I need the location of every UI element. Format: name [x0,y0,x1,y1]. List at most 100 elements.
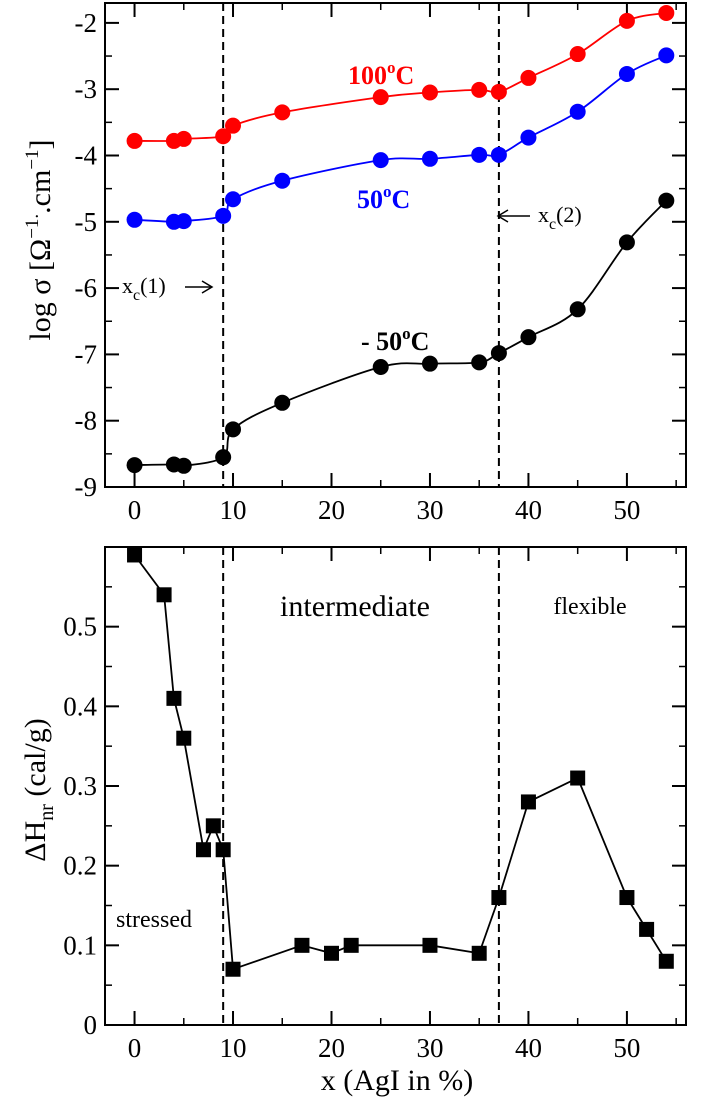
data-point [343,937,359,953]
data-point [176,730,192,746]
data-point [225,961,241,977]
data-point [619,890,635,906]
conductivity-panel: 0 10 20 30 40 50 -9 -8 -7 -6 -5 -4 -3 -2 log σ [Ω−1..… [22,2,687,525]
y-tick-label: 0.3 [63,771,97,801]
x-tick-label: 40 [515,495,542,525]
annotation-xc1: xc(1) [122,273,166,304]
annotation-xc2: xc(2) [538,202,582,233]
data-point [658,953,674,969]
arrow-left-icon [496,209,530,223]
data-point [658,4,675,21]
data-point [225,421,242,438]
bottom-axis-ticks: 0 10 20 30 40 50 0 0.1 0.2 0.3 0.4 0.5 [63,547,686,1063]
data-point [658,47,675,64]
y-tick-label: -9 [75,472,98,502]
x-tick-label: 40 [515,1033,542,1063]
data-point [658,192,675,209]
data-point [569,103,586,120]
data-point [372,358,389,375]
y-tick-label: 0.5 [63,612,97,642]
x-tick-label: 10 [220,1033,247,1063]
data-point [215,842,231,858]
y-tick-label: -8 [75,406,98,436]
data-point [520,329,537,346]
top-threshold-lines [222,3,500,487]
data-point [490,146,507,163]
x-tick-label: 30 [416,495,443,525]
y-tick-label: -3 [75,74,98,104]
data-point [126,457,143,474]
data-point [490,83,507,100]
data-point [471,146,488,163]
top-data-points [126,4,675,474]
region-label-flexible: flexible [553,594,626,620]
data-point [294,937,310,953]
x-tick-label: 10 [220,495,247,525]
y-tick-label: -4 [75,140,98,170]
data-point [225,117,242,134]
bottom-y-axis-title: ΔHnr (cal/g) [19,718,58,861]
x-tick-label: 20 [318,495,345,525]
data-point [421,84,438,101]
x-tick-label: 0 [128,1033,142,1063]
x-tick-label: 20 [318,1033,345,1063]
data-point [205,818,221,834]
data-point [215,128,232,145]
data-point [471,945,487,961]
data-point [520,129,537,146]
bottom-data-points [127,547,674,977]
data-point [215,207,232,224]
y-tick-label: 0 [84,1010,98,1040]
region-label-stressed: stressed [116,907,192,933]
y-tick-label: -2 [75,8,98,38]
data-point [618,65,635,82]
series-label-50C: 50oC [357,182,410,214]
top-plot-frame [104,2,687,488]
data-point [570,770,586,786]
data-point [372,152,389,169]
y-tick-label: 0.2 [63,851,97,881]
data-point [618,234,635,251]
data-point [618,12,635,29]
data-point [569,46,586,63]
y-tick-label: -7 [75,339,98,369]
data-point [421,150,438,167]
data-point [471,81,488,98]
data-point [520,69,537,86]
data-point [215,449,232,466]
data-point [372,89,389,106]
enthalpy-panel: 0 10 20 30 40 50 0 0.1 0.2 0.3 0.4 0.5 ΔHnr (cal/g)… [19,546,687,1097]
x-axis-title: x (AgI in %) [321,1064,473,1097]
data-point [639,921,655,937]
data-point [421,355,438,372]
data-point [126,132,143,149]
y-tick-label: 0.1 [63,930,97,960]
y-tick-label: -6 [75,273,98,303]
x-tick-label: 50 [613,1033,640,1063]
data-point [274,104,291,121]
series-label-minus50C: - 50oC [361,324,429,356]
bottom-threshold-lines [222,547,500,1025]
y-tick-label: -5 [75,207,98,237]
data-point [175,457,192,474]
top-y-axis-title: log σ [Ω−1..cm−1] [22,139,57,340]
data-point [175,213,192,230]
data-point [422,937,438,953]
x-tick-label: 50 [613,495,640,525]
x-tick-label: 0 [128,495,142,525]
data-point [491,890,507,906]
data-point [195,842,211,858]
data-point [126,211,143,228]
data-point [127,547,143,563]
data-point [323,945,339,961]
data-point [569,301,586,318]
data-point [490,345,507,362]
series-label-100C: 100oC [348,58,414,90]
data-point [274,172,291,189]
data-point [175,130,192,147]
data-point [471,354,488,371]
top-axis-ticks: 0 10 20 30 40 50 -9 -8 -7 -6 -5 -4 -3 -2 [75,3,686,525]
data-point [274,394,291,411]
x-tick-label: 30 [416,1033,443,1063]
